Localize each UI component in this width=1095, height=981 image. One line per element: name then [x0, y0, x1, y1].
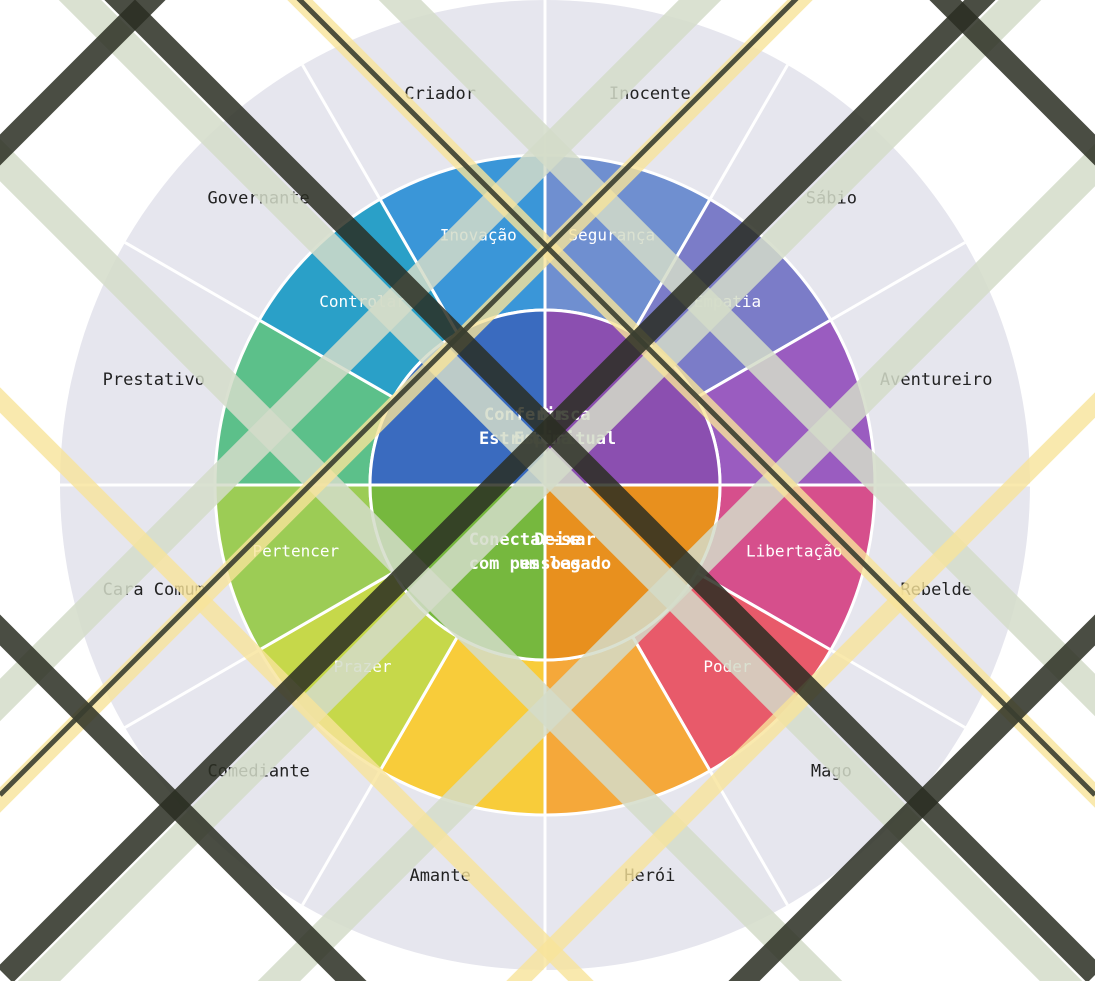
quadrant-label: um legado — [519, 554, 611, 574]
theme-label: Pertencer — [252, 541, 339, 560]
stripe — [378, 0, 1095, 717]
stripe — [929, 0, 1095, 166]
outer-divider — [124, 241, 260, 322]
outer-divider — [124, 648, 260, 729]
stripe — [0, 0, 799, 797]
theme-label: Libertação — [746, 541, 842, 560]
outer-divider — [301, 64, 382, 200]
quadrant-label: Deixar — [534, 530, 595, 550]
stripe — [0, 387, 594, 981]
stripe — [296, 0, 1095, 797]
outer-divider — [301, 770, 382, 906]
archetype-label: Criador — [404, 84, 476, 104]
outer-divider — [830, 241, 966, 322]
archetype-label: Aventureiro — [880, 370, 993, 390]
stripe — [506, 392, 1095, 981]
stripe — [0, 0, 166, 166]
stripe — [0, 0, 722, 722]
archetype-label: Amante — [409, 866, 470, 886]
stripe — [0, 138, 843, 981]
stripe — [728, 614, 1095, 981]
outer-divider — [830, 648, 966, 729]
archetype-label: Prestativo — [103, 370, 205, 390]
outer-divider — [708, 64, 789, 200]
outer-divider — [708, 770, 789, 906]
stripe — [0, 614, 367, 981]
quadrant-label: com pessoas — [469, 554, 582, 574]
stripe — [257, 143, 1095, 981]
